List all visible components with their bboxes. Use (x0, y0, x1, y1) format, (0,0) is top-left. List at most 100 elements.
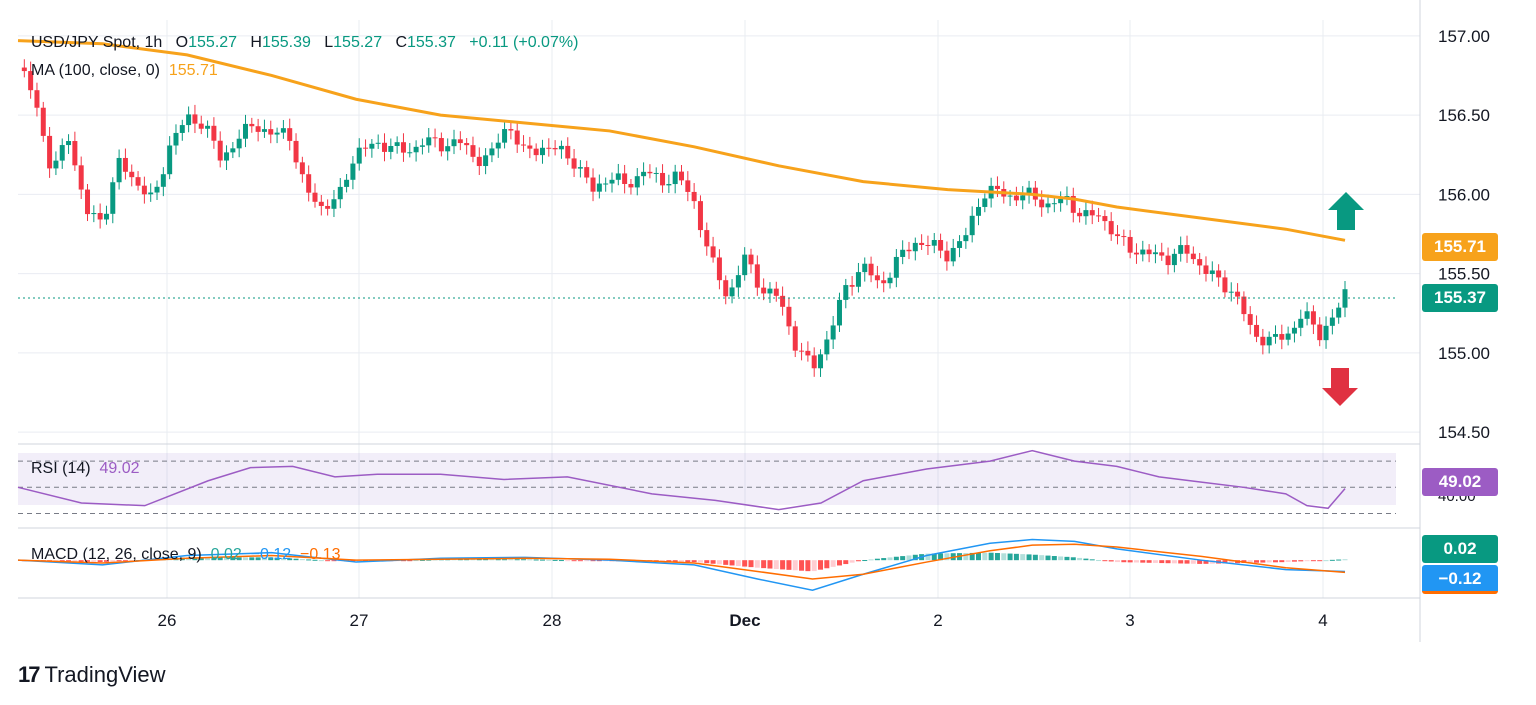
price-tick-label: 157.00 (1438, 27, 1490, 46)
macd-histogram-bar (881, 558, 887, 561)
macd-line-value: −0.12 (250, 546, 292, 563)
macd-histogram-bar (1254, 560, 1260, 563)
macd-histogram-bar (97, 560, 103, 563)
candle-body (268, 129, 274, 135)
candle-body (723, 280, 729, 297)
candle-body (925, 245, 931, 247)
candle-body (950, 247, 956, 262)
macd-histogram-bar (527, 559, 533, 561)
rsi-value: 49.02 (99, 460, 140, 477)
grid-lines (18, 20, 1420, 598)
candle-body (445, 146, 451, 152)
candle-body (47, 135, 53, 169)
candle-body (198, 123, 204, 129)
macd-histogram-bar (742, 560, 748, 567)
candle-body (881, 280, 887, 284)
candle-body (451, 139, 457, 147)
macd-histogram-bar (849, 560, 855, 563)
candle-body (1171, 253, 1177, 266)
candle-body (697, 201, 703, 231)
candle-body (375, 142, 381, 144)
time-tick-label: Dec (729, 611, 760, 630)
candle-body (527, 145, 533, 149)
candle-body (53, 160, 59, 169)
macd-histogram-bar (103, 560, 109, 562)
candle-body (508, 129, 514, 131)
candle-body (912, 242, 918, 252)
macd-histogram-bar (299, 559, 305, 561)
candle-body (1051, 203, 1057, 205)
candle-body (1241, 296, 1247, 315)
candle-body (634, 176, 640, 188)
macd-histogram-bar (780, 560, 786, 570)
candle-body (1083, 210, 1089, 217)
macd-histogram-bar (723, 560, 729, 565)
candle-body (261, 129, 267, 132)
low-label: L (324, 34, 334, 51)
macd-histogram-bar (261, 557, 267, 561)
macd-hist-tag: 0.02 (1422, 535, 1498, 563)
macd-histogram-bar (912, 554, 918, 561)
macd-histogram-bar (1285, 560, 1291, 562)
candle-body (407, 152, 413, 154)
candle-body (502, 129, 508, 143)
candle-body (85, 189, 91, 215)
candle-body (312, 192, 318, 202)
candle-body (1310, 311, 1316, 325)
candle-body (672, 171, 678, 185)
macd-histogram-bar (761, 560, 767, 569)
candle-body (1228, 291, 1234, 293)
macd-histogram-bar (1159, 560, 1165, 564)
candle-body (830, 325, 836, 340)
candle-body (318, 201, 324, 206)
candle-body (792, 326, 798, 351)
candle-body (230, 148, 236, 153)
candle-body (1102, 216, 1108, 222)
candle-body (780, 295, 786, 307)
macd-histogram-bar (874, 558, 880, 561)
macd-histogram-bar (59, 560, 65, 562)
candle-body (293, 140, 299, 163)
macd-histogram-bar (552, 559, 558, 561)
candle-body (704, 230, 710, 247)
macd-histogram-bar (716, 560, 722, 565)
candle-body (1039, 199, 1045, 208)
macd-histogram-bar (407, 560, 413, 562)
macd-histogram-bar (685, 560, 691, 562)
candle-body (249, 123, 255, 127)
ma-line (17, 39, 1346, 242)
candle-body (1115, 234, 1121, 237)
open-label: O (175, 34, 189, 51)
macd-histogram-bar (268, 557, 274, 561)
candle-body (590, 177, 596, 192)
candle-body (129, 171, 135, 178)
candle-body (122, 157, 128, 172)
candle-body (811, 355, 817, 369)
candle-body (413, 146, 419, 153)
macd-histogram-bar (1013, 553, 1019, 561)
rsi-price-tag: 49.02 (1422, 468, 1498, 496)
candle-body (363, 147, 369, 149)
candle-body (154, 186, 160, 193)
macd-histogram-bar (1323, 560, 1329, 562)
macd-histogram-bar (697, 560, 703, 563)
candle-body (647, 171, 653, 174)
macd-histogram-bar (1096, 560, 1102, 562)
candle-body (963, 235, 969, 242)
candle-body (1272, 334, 1278, 337)
macd-histogram-bar (1260, 560, 1266, 563)
candle-body (369, 143, 375, 149)
candle-body (533, 148, 539, 156)
macd-histogram-bar (1083, 558, 1089, 561)
candle-body (735, 275, 741, 288)
macd-histogram-bar (426, 559, 432, 561)
macd-histogram-bar (1127, 560, 1133, 563)
macd-histogram-bar (931, 553, 937, 561)
macd-histogram-bar (356, 560, 362, 562)
candle-body (116, 157, 122, 183)
candle-body (603, 183, 609, 185)
candle-body (1127, 236, 1133, 253)
tradingview-brand[interactable]: 17 TradingView (18, 662, 166, 688)
candle-body (495, 142, 501, 149)
macd-histogram-bar (925, 553, 931, 561)
